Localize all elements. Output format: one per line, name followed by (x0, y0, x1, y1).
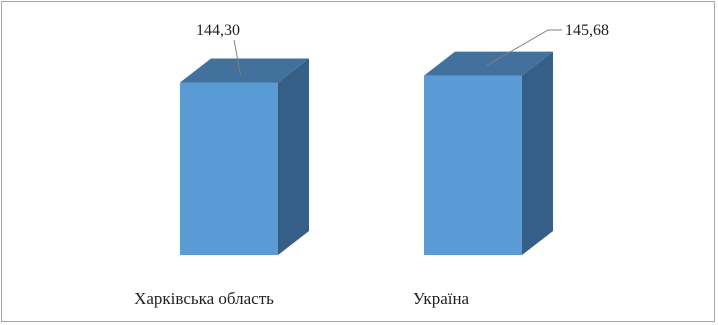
leader-line (233, 39, 241, 75)
bar-top-face (180, 58, 309, 83)
category-label: Харківська область (134, 289, 274, 308)
bar-side-face (522, 51, 553, 255)
data-label: 145,68 (565, 22, 609, 39)
bar-side-face (278, 58, 309, 255)
bar (180, 82, 278, 255)
category-label: Україна (413, 289, 470, 308)
leader-line (486, 29, 562, 67)
bar-top-face (424, 51, 553, 76)
data-label: 144,30 (196, 22, 240, 39)
bar (424, 75, 522, 255)
